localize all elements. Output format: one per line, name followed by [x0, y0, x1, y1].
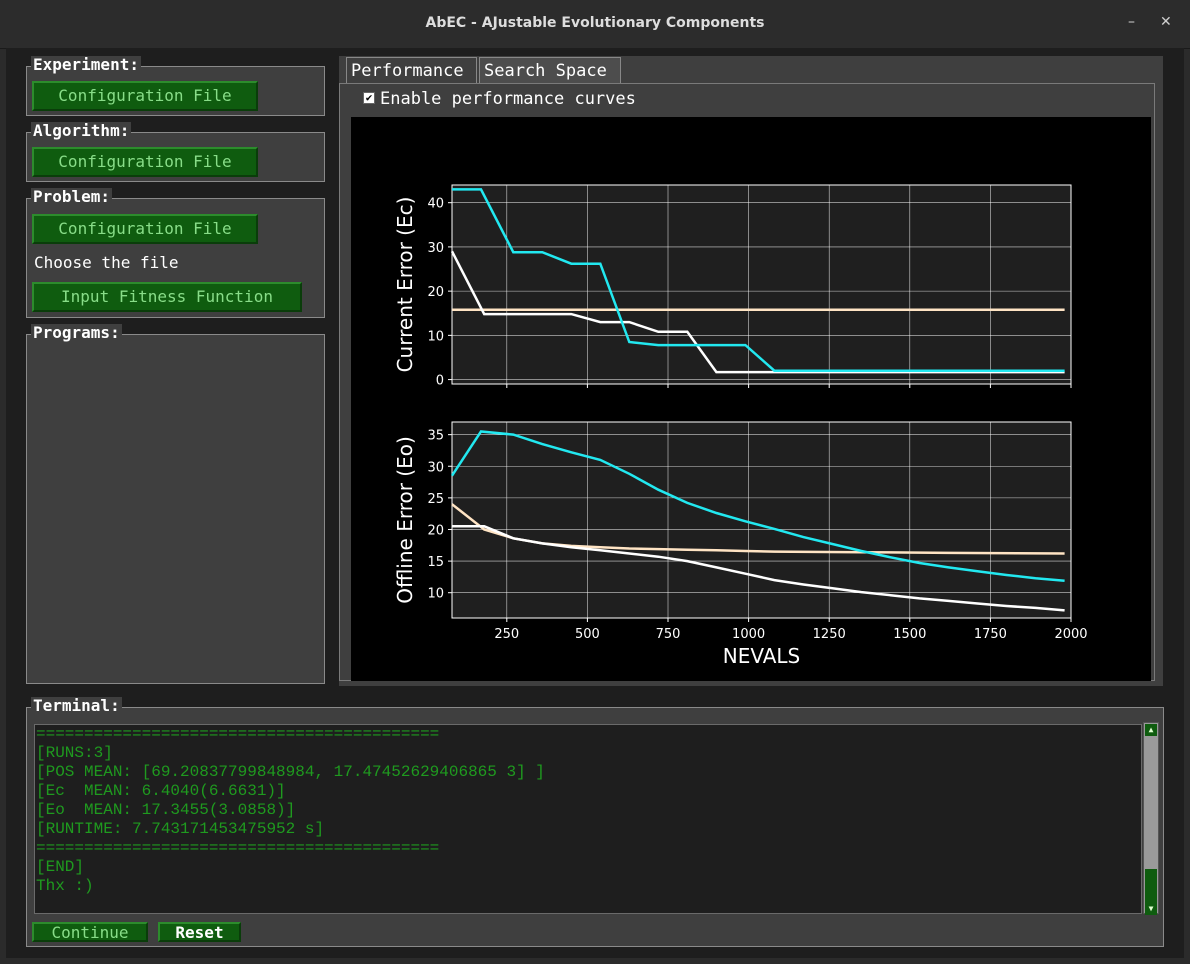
performance-curves-checkbox[interactable]: ✔ — [363, 92, 375, 104]
y-tick-label: 25 — [427, 492, 444, 507]
current-error-chart: 0 10 20 30 40 Current Error (Ec) — [393, 184, 1072, 389]
y-tick-label: 30 — [427, 460, 444, 475]
y-tick-label: 15 — [427, 555, 444, 570]
tab-search-space[interactable]: Search Space — [479, 57, 621, 83]
x-tick-label: 750 — [656, 627, 681, 642]
window-titlebar: AbEC - AJustable Evolutionary Components… — [0, 0, 1190, 49]
experiment-title: Experiment: — [31, 55, 141, 74]
terminal-line: [RUNS:3] — [36, 744, 113, 762]
y-tick-label: 10 — [427, 329, 444, 344]
plot-area — [451, 184, 1072, 385]
series-line — [452, 525, 1065, 612]
x-axis-label: NEVALS — [723, 644, 801, 668]
x-tick-label: 250 — [494, 627, 519, 642]
continue-button[interactable]: Continue — [32, 922, 148, 942]
algorithm-config-button[interactable]: Configuration File — [32, 147, 258, 177]
scroll-thumb[interactable] — [1145, 869, 1157, 903]
series-line — [450, 430, 1065, 582]
y-tick-label: 20 — [427, 523, 444, 538]
terminal-line: ========================================… — [36, 725, 440, 743]
experiment-config-button[interactable]: Configuration File — [32, 81, 258, 111]
x-tick-label: 500 — [575, 627, 600, 642]
x-tick-label: 1500 — [893, 627, 926, 642]
terminal-line: [Eo MEAN: 17.3455(3.0858)] — [36, 801, 296, 819]
terminal-line: [RUNTIME: 7.743171453475952 s] — [36, 820, 325, 838]
terminal-title: Terminal: — [31, 696, 122, 715]
x-tick-label: 1000 — [732, 627, 765, 642]
x-tick-label: 2000 — [1054, 627, 1087, 642]
series-line — [452, 188, 1065, 372]
terminal-line: Thx :) — [36, 877, 94, 895]
terminal-scrollbar[interactable]: ▲ ▼ — [1143, 722, 1159, 915]
y-tick-label: 40 — [427, 197, 444, 212]
offline-error-chart: 10 15 20 25 30 35 250 500 750 1000 1250 1500 1750 200… — [393, 421, 1088, 668]
problem-title: Problem: — [31, 187, 113, 206]
tab-performance[interactable]: Performance — [346, 57, 477, 83]
input-fitness-function-button[interactable]: Input Fitness Function — [32, 282, 302, 312]
problem-config-button[interactable]: Configuration File — [32, 214, 258, 244]
close-button[interactable]: ✕ — [1160, 14, 1172, 30]
programs-title: Programs: — [31, 323, 122, 342]
y-axis-label: Offline Error (Eo) — [393, 436, 417, 604]
reset-button[interactable]: Reset — [158, 922, 241, 942]
scroll-up-icon[interactable]: ▲ — [1145, 724, 1157, 736]
y-tick-label: 30 — [427, 241, 444, 256]
y-tick-label: 35 — [427, 429, 444, 444]
scroll-down-icon[interactable]: ▼ — [1145, 903, 1157, 915]
terminal-output: ========================================… — [34, 724, 1142, 914]
x-tick-label: 1750 — [974, 627, 1007, 642]
terminal-line: [POS MEAN: [69.20837799848984, 17.474526… — [36, 763, 545, 781]
series-line — [450, 250, 1065, 374]
algorithm-title: Algorithm: — [31, 121, 132, 140]
x-tick-label: 1250 — [813, 627, 846, 642]
y-tick-label: 10 — [427, 587, 444, 602]
terminal-line: ========================================… — [36, 839, 440, 857]
performance-chart: 0 10 20 30 40 Current Error (Ec) 10 15 20 25 30 35… — [393, 184, 1088, 668]
window-title: AbEC - AJustable Evolutionary Components — [425, 15, 765, 31]
y-tick-label: 20 — [427, 285, 444, 300]
performance-plot: 0 10 20 30 40 Current Error (Ec) 10 15 20 25 30 35… — [351, 117, 1151, 681]
programs-frame: Programs: — [26, 324, 325, 684]
terminal-line: [Ec MEAN: 6.4040(6.6631)] — [36, 782, 286, 800]
choose-file-label: Choose the file — [34, 253, 179, 272]
minimize-button[interactable]: – — [1128, 14, 1135, 30]
plot-area — [451, 421, 1072, 619]
terminal-line: [END] — [36, 858, 85, 876]
performance-curves-label: Enable performance curves — [380, 89, 636, 109]
y-tick-label: 0 — [436, 374, 444, 389]
y-axis-label: Current Error (Ec) — [393, 197, 417, 373]
